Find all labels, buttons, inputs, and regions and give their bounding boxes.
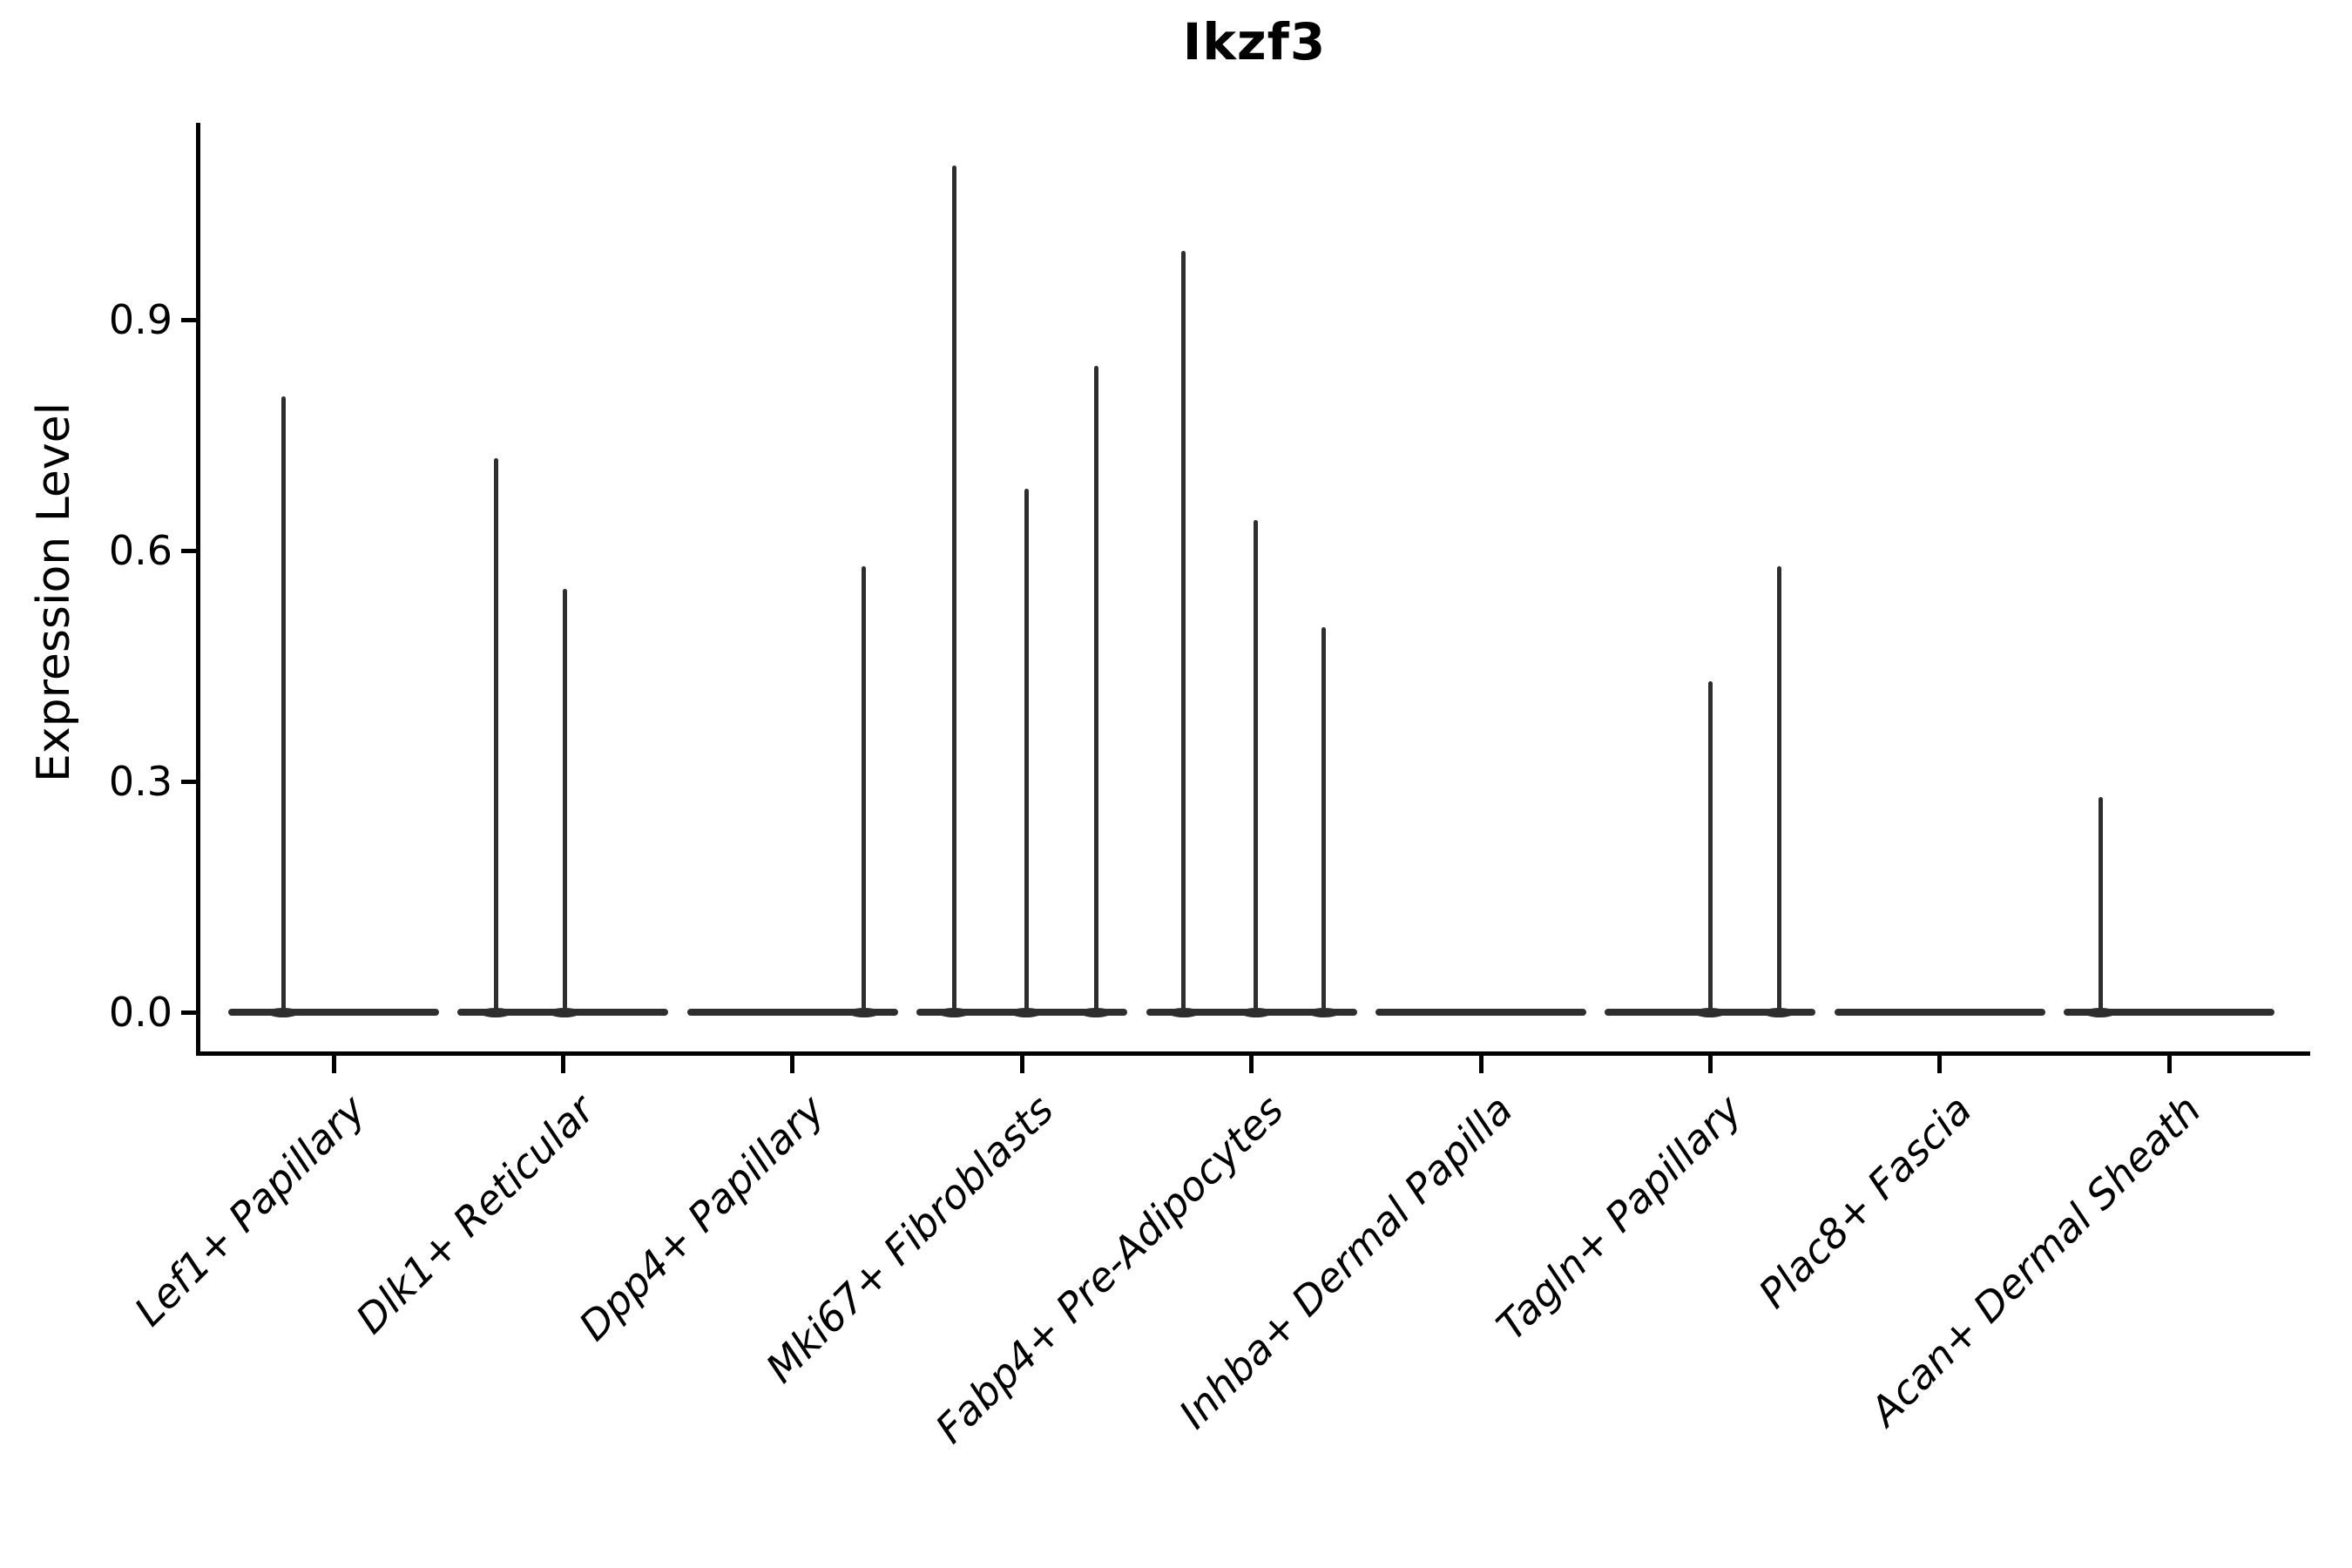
violin-baseline bbox=[228, 1009, 439, 1016]
violin-spike bbox=[562, 589, 567, 1015]
x-tick-mark bbox=[1478, 1056, 1484, 1073]
violin-spike bbox=[1254, 519, 1259, 1015]
x-tick-mark bbox=[331, 1056, 336, 1073]
violin-density-bump bbox=[1010, 1007, 1043, 1017]
violin-spike bbox=[2098, 796, 2103, 1015]
x-tick-mark bbox=[1019, 1056, 1024, 1073]
x-tick-mark bbox=[1707, 1056, 1713, 1073]
x-tick-mark bbox=[1937, 1056, 1943, 1073]
violin-baseline bbox=[686, 1009, 898, 1016]
violin-spike bbox=[1776, 565, 1781, 1015]
y-tick-label: 0.6 bbox=[108, 527, 172, 574]
violin-spike bbox=[1707, 681, 1713, 1015]
y-tick-mark bbox=[181, 779, 196, 784]
x-tick-label: Tagln+ Papillary bbox=[1487, 1085, 1752, 1349]
x-tick-mark bbox=[790, 1056, 795, 1073]
x-tick-label: Fabp4+ Pre-Adipocytes bbox=[925, 1085, 1293, 1453]
x-tick-label: Plac8+ Fascia bbox=[1749, 1085, 1981, 1317]
violin-spike bbox=[1321, 627, 1327, 1015]
violin-density-bump bbox=[1694, 1007, 1727, 1017]
violin-density-bump bbox=[1763, 1007, 1795, 1017]
violin-spike bbox=[862, 565, 867, 1015]
y-axis-spine bbox=[196, 123, 200, 1056]
violin-spike bbox=[951, 166, 956, 1015]
y-tick-label: 0.0 bbox=[108, 989, 172, 1036]
x-tick-label: Dpp4+ Papillary bbox=[569, 1085, 834, 1350]
x-axis-spine bbox=[196, 1051, 2310, 1056]
violin-density-bump bbox=[1240, 1007, 1272, 1017]
x-tick-mark bbox=[1249, 1056, 1254, 1073]
x-tick-mark bbox=[560, 1056, 565, 1073]
violin-density-bump bbox=[848, 1007, 880, 1017]
violin-spike bbox=[1024, 489, 1029, 1015]
y-tick-mark bbox=[181, 1010, 196, 1015]
x-tick-label: Lef1+ Papillary bbox=[125, 1085, 375, 1335]
violin-density-bump bbox=[1308, 1007, 1340, 1017]
x-tick-label: Mki67+ Fibroblasts bbox=[756, 1085, 1063, 1392]
violin-spike bbox=[1093, 366, 1098, 1015]
x-tick-label: Dlk1+ Reticular bbox=[347, 1085, 605, 1343]
violin-baseline bbox=[1375, 1009, 1586, 1016]
y-tick-mark bbox=[181, 317, 196, 322]
violin-density-bump bbox=[480, 1007, 512, 1017]
y-tick-label: 0.9 bbox=[108, 296, 172, 343]
violin-density-bump bbox=[1080, 1007, 1112, 1017]
violin-density-bump bbox=[267, 1007, 299, 1017]
violin-baseline bbox=[2064, 1009, 2275, 1016]
violin-density-bump bbox=[938, 1007, 970, 1017]
y-tick-label: 0.3 bbox=[108, 758, 172, 805]
x-tick-label: Inhba+ Dermal Papilla bbox=[1169, 1085, 1522, 1438]
violin-density-bump bbox=[1167, 1007, 1200, 1017]
violin-spike bbox=[1181, 250, 1186, 1015]
y-tick-mark bbox=[181, 548, 196, 553]
violin-spike bbox=[493, 458, 498, 1015]
violin-density-bump bbox=[549, 1007, 581, 1017]
violin-spike bbox=[280, 396, 286, 1015]
violin-baseline bbox=[1834, 1009, 2045, 1016]
x-tick-mark bbox=[2166, 1056, 2172, 1073]
violin-density-bump bbox=[2085, 1007, 2117, 1017]
chart-title: Ikzf3 bbox=[1182, 12, 1327, 71]
x-tick-label: Acan+ Dermal Sheath bbox=[1861, 1085, 2210, 1436]
